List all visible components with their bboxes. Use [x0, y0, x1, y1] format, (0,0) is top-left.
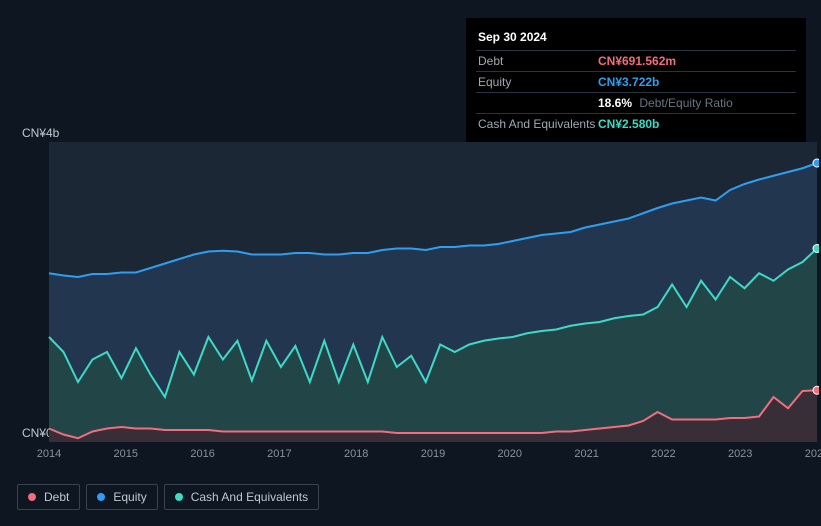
x-axis-tick: 2017 — [267, 448, 291, 460]
chart-area — [17, 142, 819, 442]
tooltip-row: Cash And EquivalentsCN¥2.580b — [476, 113, 796, 134]
tooltip-panel: Sep 30 2024 DebtCN¥691.562mEquityCN¥3.72… — [466, 18, 806, 142]
tooltip-row: EquityCN¥3.722b — [476, 71, 796, 92]
tooltip-row: 18.6% Debt/Equity Ratio — [476, 92, 796, 113]
x-axis-tick: 2020 — [498, 448, 522, 460]
financials-chart — [17, 142, 819, 442]
series-end-marker — [813, 159, 819, 167]
legend-item-equity[interactable]: Equity — [86, 484, 157, 510]
series-end-marker — [813, 386, 819, 394]
x-axis-tick: 2023 — [728, 448, 752, 460]
legend-label: Equity — [113, 490, 146, 504]
legend-dot-icon — [28, 493, 36, 501]
legend-dot-icon — [175, 493, 183, 501]
x-axis-tick: 2022 — [651, 448, 675, 460]
series-end-marker — [813, 245, 819, 253]
x-axis: 2014 2015 2016 2017 2018 2019 2020 2021 2022 2023… — [17, 448, 819, 468]
legend-label: Cash And Equivalents — [191, 490, 308, 504]
x-axis-tick: 2019 — [421, 448, 445, 460]
tooltip-row-value: CN¥691.562m — [598, 54, 794, 68]
tooltip-row-value: CN¥3.722b — [598, 75, 794, 89]
x-axis-tick: 2016 — [190, 448, 214, 460]
y-axis-label: CN¥4b — [22, 126, 59, 140]
legend-item-debt[interactable]: Debt — [17, 484, 80, 510]
tooltip-row-value: CN¥2.580b — [598, 117, 794, 131]
tooltip-row: DebtCN¥691.562m — [476, 50, 796, 71]
legend-dot-icon — [97, 493, 105, 501]
tooltip-row-label — [478, 96, 598, 110]
x-axis-tick: 2021 — [574, 448, 598, 460]
tooltip-row-label: Equity — [478, 75, 598, 89]
tooltip-row-value: 18.6% Debt/Equity Ratio — [598, 96, 794, 110]
legend-label: Debt — [44, 490, 69, 504]
x-axis-tick: 2014 — [37, 448, 61, 460]
tooltip-row-label: Debt — [478, 54, 598, 68]
legend: Debt Equity Cash And Equivalents — [17, 484, 319, 510]
legend-item-cash-and-equivalents[interactable]: Cash And Equivalents — [164, 484, 319, 510]
tooltip-date: Sep 30 2024 — [476, 26, 796, 50]
tooltip-row-label: Cash And Equivalents — [478, 117, 598, 131]
x-axis-tick: 2015 — [114, 448, 138, 460]
x-axis-tick: 2018 — [344, 448, 368, 460]
x-axis-tick: 2024 — [805, 448, 821, 460]
